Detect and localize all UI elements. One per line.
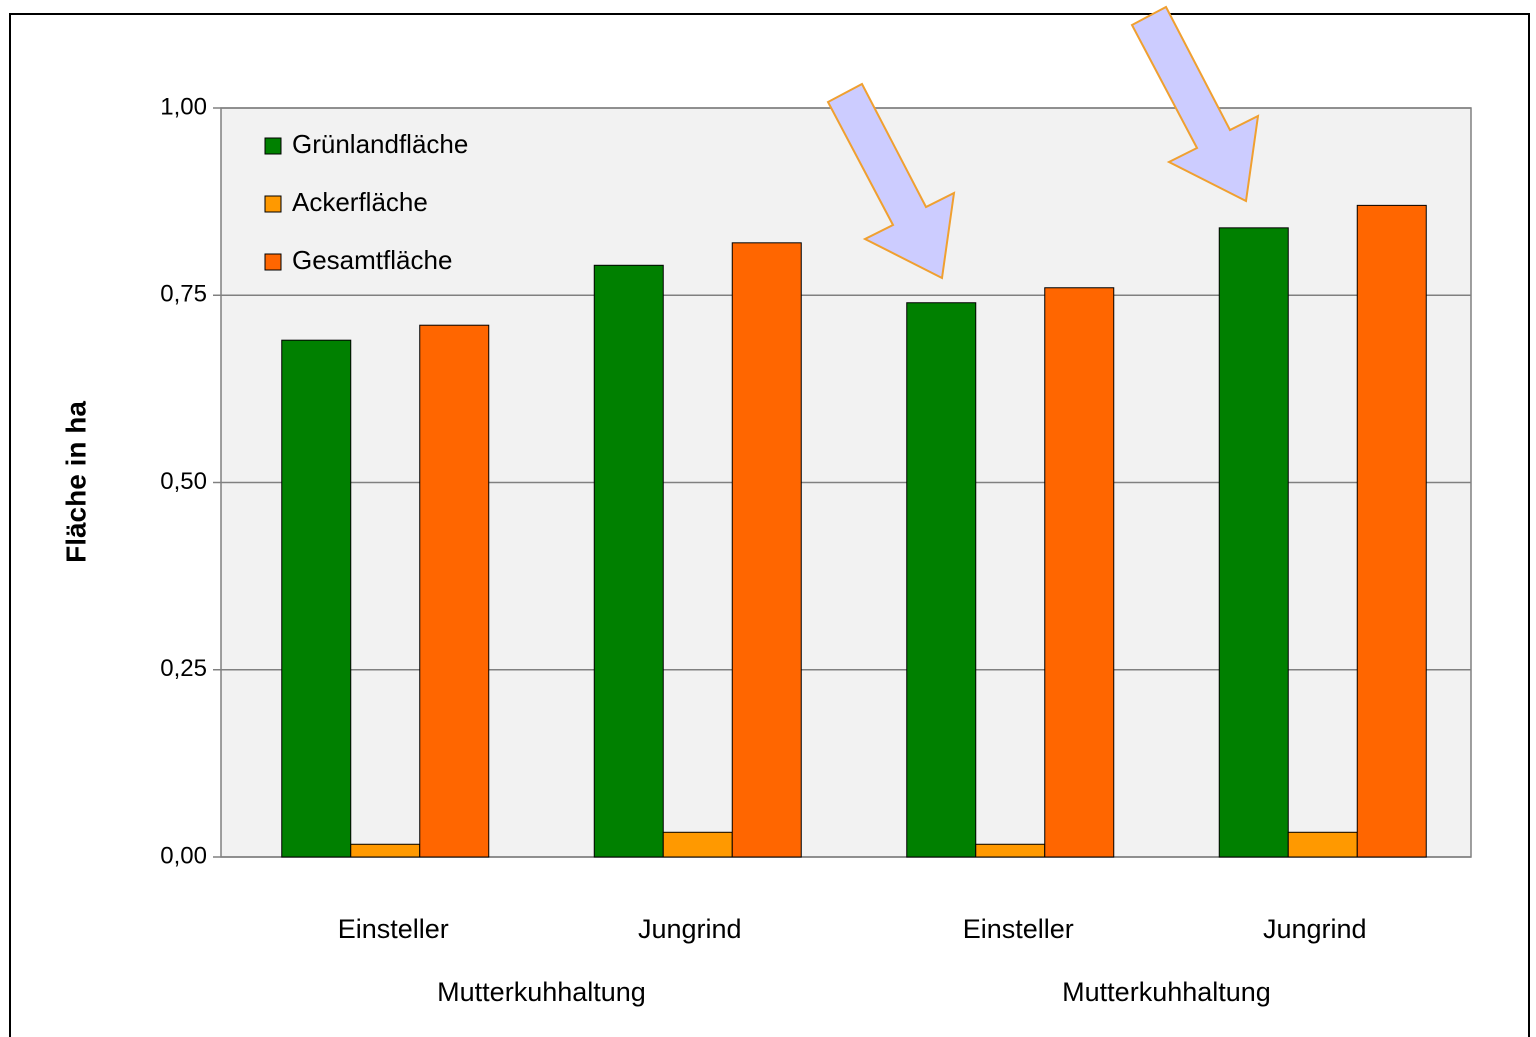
bar bbox=[1356, 204, 1427, 858]
y-tick-label: 0,75 bbox=[160, 281, 207, 308]
y-tick-label: 1,00 bbox=[160, 93, 207, 120]
x-tick-label: Einsteller bbox=[338, 914, 449, 944]
x-tick-label: Jungrind bbox=[638, 914, 742, 944]
bar bbox=[731, 242, 802, 858]
legend-swatch bbox=[264, 195, 282, 213]
x-tick-label: Einsteller bbox=[963, 914, 1074, 944]
bar bbox=[281, 339, 352, 858]
y-axis-label: Fläche in ha bbox=[60, 401, 91, 563]
bar bbox=[350, 843, 421, 858]
bar bbox=[975, 843, 1046, 858]
legend-label: Ackerfläche bbox=[292, 187, 428, 217]
bar bbox=[593, 264, 664, 858]
annotation-arrows bbox=[826, 5, 1260, 280]
legend-label: Grünlandfläche bbox=[292, 129, 468, 159]
arrow bbox=[826, 82, 956, 280]
bar bbox=[419, 324, 490, 858]
bar bbox=[662, 831, 733, 858]
legend-swatch bbox=[264, 137, 282, 155]
bar bbox=[1218, 227, 1289, 858]
y-tick-label: 0,00 bbox=[160, 842, 207, 869]
bar bbox=[1044, 287, 1115, 858]
bar bbox=[906, 302, 977, 858]
category-group-label: Mutterkuhhaltung bbox=[437, 977, 646, 1007]
legend-label: Gesamtfläche bbox=[292, 245, 452, 275]
bar bbox=[1287, 831, 1358, 858]
y-tick-label: 0,25 bbox=[160, 655, 207, 682]
x-tick-label: Jungrind bbox=[1263, 914, 1367, 944]
y-tick-label: 0,50 bbox=[160, 468, 207, 495]
arrow bbox=[1130, 5, 1260, 203]
legend-swatch bbox=[264, 253, 282, 271]
category-group-label: Mutterkuhhaltung bbox=[1062, 977, 1271, 1007]
